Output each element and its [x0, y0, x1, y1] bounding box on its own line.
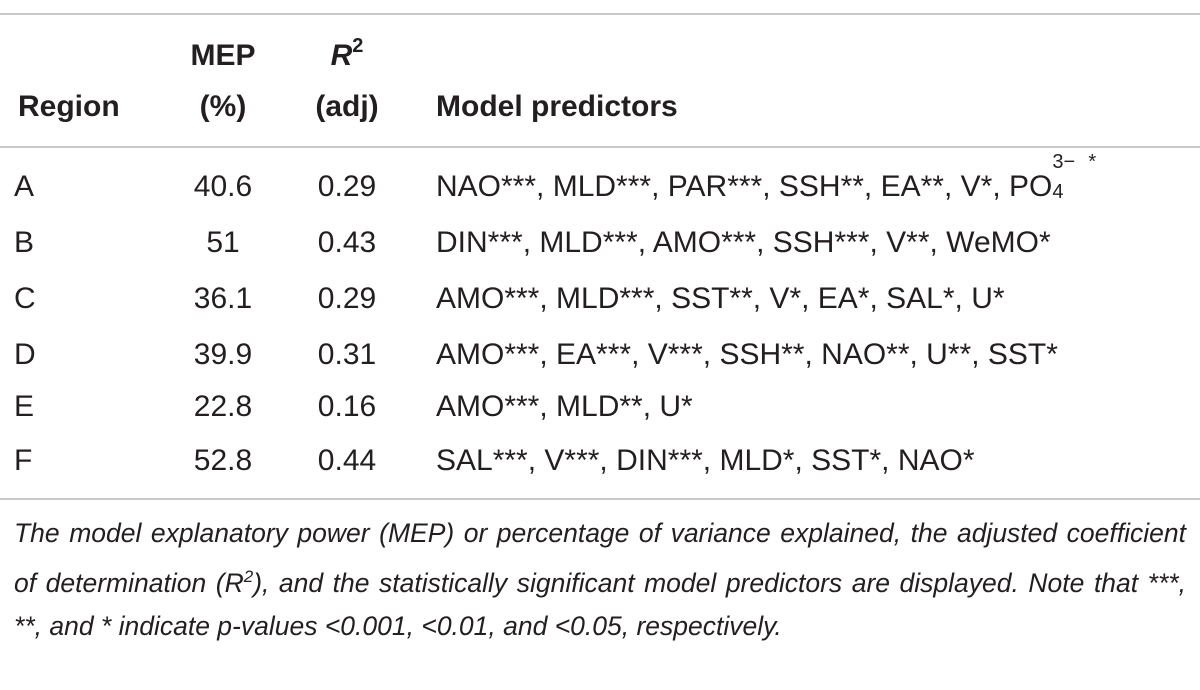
table-row: E 22.8 0.16 AMO***, MLD**, U*	[0, 378, 1200, 436]
cell-r2: 0.16	[317, 390, 377, 423]
cell-r2: 0.29	[317, 170, 377, 203]
header-predictors: Model predictors	[436, 90, 678, 123]
cell-region: A	[14, 170, 35, 203]
cell-predictors: AMO***, EA***, V***, SSH**, NAO**, U**, …	[436, 338, 1058, 371]
po4-notation: 3− 4 *	[1052, 151, 1097, 203]
cell-mep: 51	[206, 226, 240, 259]
table-footnote: The model explanatory power (MEP) or per…	[14, 518, 1186, 641]
cell-r2: 0.31	[317, 338, 377, 371]
cell-predictors: AMO***, MLD***, SST**, V*, EA*, SAL*, U*	[436, 282, 1005, 315]
cell-region: F	[14, 444, 33, 477]
table-row: C 36.1 0.29 AMO***, MLD***, SST**, V*, E…	[0, 270, 1200, 328]
cell-r2: 0.43	[317, 226, 377, 259]
table-row: D 39.9 0.31 AMO***, EA***, V***, SSH**, …	[0, 326, 1200, 384]
header-region: Region	[18, 90, 120, 123]
cell-r2: 0.44	[317, 444, 377, 477]
header-mep: MEP	[190, 39, 256, 72]
cell-mep: 40.6	[193, 170, 253, 203]
cell-mep: 22.8	[193, 390, 253, 423]
cell-region: B	[14, 226, 35, 259]
cell-region: C	[14, 282, 36, 315]
table-row: B 51 0.43 DIN***, MLD***, AMO***, SSH***…	[0, 214, 1200, 272]
header-rule	[0, 146, 1200, 148]
cell-predictors: SAL***, V***, DIN***, MLD*, SST*, NAO*	[436, 444, 975, 477]
header-r2: R2	[330, 35, 364, 72]
header-mep-unit: (%)	[199, 90, 247, 123]
cell-mep: 39.9	[193, 338, 253, 371]
cell-predictors: NAO***, MLD***, PAR***, SSH**, EA**, V*,…	[436, 151, 1097, 203]
cell-predictors: AMO***, MLD**, U*	[436, 390, 693, 423]
header-r2-adj: (adj)	[315, 90, 379, 123]
top-rule	[0, 13, 1200, 15]
cell-region: E	[14, 390, 35, 423]
cell-mep: 36.1	[193, 282, 253, 315]
cell-mep: 52.8	[193, 444, 253, 477]
table-row: A 40.6 0.29 NAO***, MLD***, PAR***, SSH*…	[0, 151, 1200, 216]
cell-r2: 0.29	[317, 282, 377, 315]
cell-predictors: DIN***, MLD***, AMO***, SSH***, V**, WeM…	[436, 226, 1051, 259]
cell-region: D	[14, 338, 36, 371]
table-row: F 52.8 0.44 SAL***, V***, DIN***, MLD*, …	[0, 432, 1200, 490]
bottom-rule	[0, 498, 1200, 500]
